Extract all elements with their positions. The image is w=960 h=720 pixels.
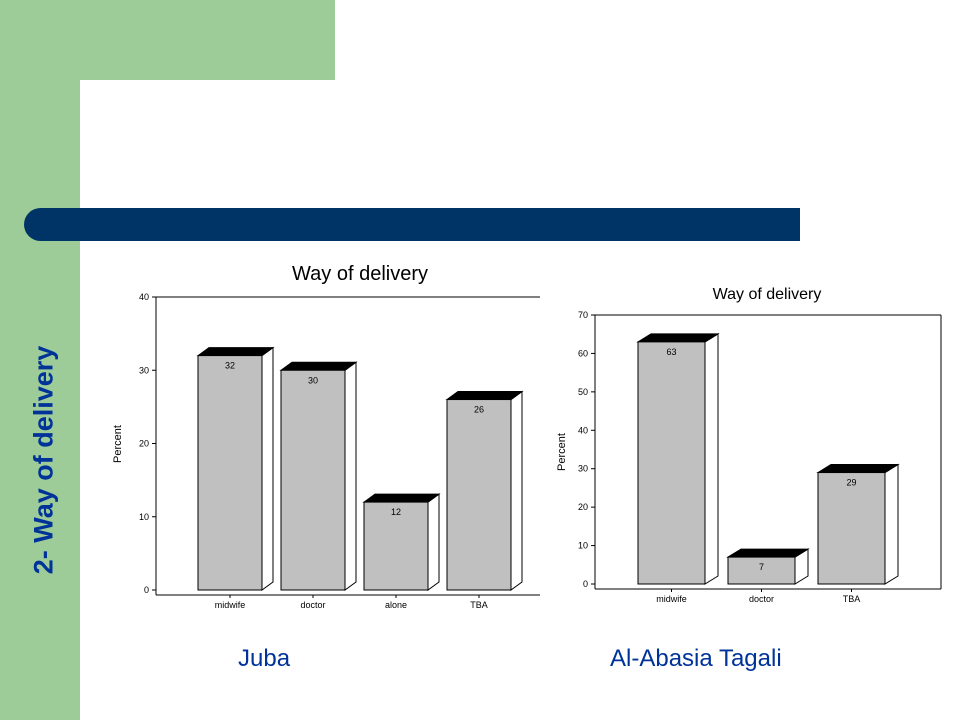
caption-juba: Juba xyxy=(238,645,291,672)
data-label: 12 xyxy=(391,507,401,517)
data-label: 29 xyxy=(846,478,856,488)
green-header-band xyxy=(0,0,335,80)
title-divider-bar xyxy=(24,208,800,241)
x-tick-label: doctor xyxy=(749,594,774,604)
bar-top xyxy=(816,464,900,474)
data-label: 7 xyxy=(759,562,764,572)
y-tick-label: 30 xyxy=(578,464,588,474)
y-tick-label: 0 xyxy=(583,579,588,589)
bar-side xyxy=(704,333,719,585)
abasia-chart-svg: Way of delivery Percent 0 10 20 30 40 50 60 70 63 m… xyxy=(556,286,942,604)
bar-tba xyxy=(446,399,512,591)
bar-side xyxy=(344,361,357,591)
chart-title: Way of delivery xyxy=(713,286,822,303)
y-tick-label: 10 xyxy=(578,541,588,551)
x-tick-label: alone xyxy=(385,600,407,610)
bar-doctor xyxy=(280,369,346,591)
y-tick-label: 50 xyxy=(578,387,588,397)
x-tick-label: midwife xyxy=(215,600,246,610)
data-label: 32 xyxy=(225,361,235,371)
x-tick-label: doctor xyxy=(300,600,325,610)
y-tick-label: 70 xyxy=(578,310,588,320)
rounded-corner xyxy=(80,80,150,150)
bar-side xyxy=(427,493,440,591)
data-label: 63 xyxy=(666,347,676,357)
y-axis-label: Percent xyxy=(112,425,124,463)
y-tick-label: 60 xyxy=(578,348,588,358)
bar-tba xyxy=(817,472,886,585)
bar-top xyxy=(362,493,441,503)
bar-top xyxy=(636,333,720,343)
y-tick-label: 20 xyxy=(578,502,588,512)
y-tick-label: 30 xyxy=(139,365,149,375)
bar-side xyxy=(510,390,523,591)
x-tick-label: TBA xyxy=(470,600,488,610)
bar-top xyxy=(726,548,810,558)
y-tick-label: 40 xyxy=(139,292,149,302)
data-label: 30 xyxy=(308,375,318,385)
juba-chart-svg: Way of delivery Percent 0 10 20 30 40 32 midwife… xyxy=(112,263,540,610)
bar-midwife xyxy=(197,355,263,591)
y-tick-label: 10 xyxy=(139,512,149,522)
x-tick-label: midwife xyxy=(656,594,687,604)
data-label: 26 xyxy=(474,405,484,415)
y-axis-label: Percent xyxy=(556,433,568,471)
slide-title: 2- Way of delivery xyxy=(28,345,59,575)
caption-abasia: Al-Abasia Tagali xyxy=(610,645,782,672)
bar-doctor xyxy=(727,556,796,585)
bar-midwife xyxy=(637,341,706,585)
bar-top xyxy=(196,347,275,357)
y-tick-label: 20 xyxy=(139,439,149,449)
abasia-chart: Way of delivery Percent 0 10 20 30 40 50 60 70 63 m… xyxy=(545,272,945,617)
bar-top xyxy=(279,361,358,371)
y-tick-label: 40 xyxy=(578,425,588,435)
chart-title: Way of delivery xyxy=(292,263,428,285)
green-side-band xyxy=(0,80,80,720)
juba-chart: Way of delivery Percent 0 10 20 30 40 32 midwife… xyxy=(100,245,540,625)
bar-side xyxy=(884,463,899,585)
bar-alone xyxy=(363,501,429,591)
y-tick-label: 0 xyxy=(144,585,149,595)
x-tick-label: TBA xyxy=(843,594,861,604)
bar-side xyxy=(261,346,274,591)
bar-top xyxy=(445,391,524,401)
